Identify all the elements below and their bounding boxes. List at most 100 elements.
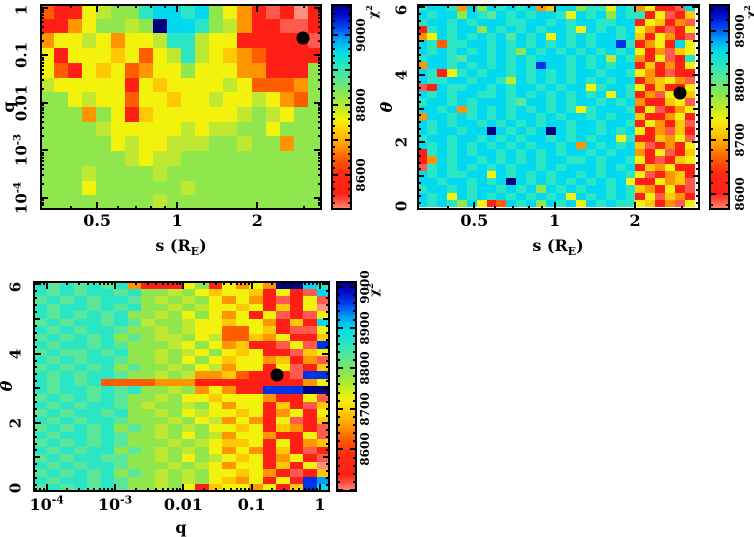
heatmap-cell: [675, 112, 686, 120]
heatmap-cell: [546, 69, 556, 77]
heatmap-cell: [476, 11, 487, 19]
heatmap-cell: [675, 120, 686, 128]
heatmap-cell: [110, 48, 125, 63]
tick-mark: [202, 488, 205, 492]
tick-mark: [541, 206, 544, 210]
heatmap-cell: [536, 25, 547, 33]
tick-mark: [291, 488, 294, 492]
heatmap-cell: [237, 77, 252, 93]
tick-mark: [40, 58, 44, 61]
heatmap-cell: [655, 112, 666, 120]
heatmap-cell: [46, 394, 60, 402]
heatmap-cell: [222, 454, 236, 462]
heatmap-cell: [141, 439, 155, 447]
heatmap-cell: [33, 401, 47, 410]
tick-mark: [33, 428, 37, 431]
heatmap-cell: [516, 11, 527, 19]
heatmap-cell: [289, 281, 303, 289]
heatmap-cell: [208, 439, 222, 447]
heatmap-cell: [127, 401, 141, 410]
tick-mark: [326, 297, 330, 300]
heatmap-cell: [316, 303, 330, 312]
heatmap-cell: [316, 318, 330, 327]
heatmap-cell: [87, 461, 101, 470]
heatmap-cell: [262, 401, 276, 410]
heatmap-cell: [426, 178, 437, 186]
heatmap-cell: [249, 386, 263, 395]
heatmap-cell: [635, 91, 646, 99]
tick-mark: [40, 204, 44, 207]
tick-mark: [726, 116, 730, 119]
heatmap-cell: [316, 439, 330, 447]
tick-mark: [70, 4, 73, 8]
heatmap-cell: [152, 77, 167, 93]
heatmap-cell: [265, 33, 280, 49]
panel-theta-vs-s-colorbar-tick-label: 8600: [733, 177, 747, 211]
heatmap-cell: [303, 311, 317, 319]
tick-mark: [696, 26, 700, 29]
tick-mark: [40, 25, 44, 28]
heatmap-cell: [100, 394, 114, 402]
heatmap-cell: [265, 165, 280, 181]
tick-mark: [323, 456, 330, 459]
tick-mark: [417, 148, 421, 151]
heatmap-cell: [466, 54, 477, 62]
heatmap-cell: [417, 199, 427, 207]
heatmap-cell: [249, 296, 263, 304]
heatmap-cell: [181, 484, 195, 492]
heatmap-cell: [46, 401, 60, 410]
tick-mark: [350, 488, 357, 491]
tick-mark: [318, 204, 322, 207]
heatmap-cell: [152, 33, 167, 49]
heatmap-cell: [685, 134, 695, 142]
tick-mark: [40, 174, 44, 177]
tick-mark: [33, 449, 37, 452]
tick-mark: [176, 202, 179, 210]
tick-mark: [353, 342, 357, 345]
heatmap-cell: [575, 170, 586, 178]
heatmap-cell: [556, 141, 566, 149]
heatmap-cell: [665, 62, 676, 70]
panel-theta-vs-q-colorbar-tick-label: 8600: [358, 432, 372, 467]
heatmap-cell: [456, 98, 467, 106]
heatmap-cell: [526, 120, 537, 128]
heatmap-cell: [466, 141, 477, 149]
tick-mark: [696, 202, 700, 205]
heatmap-cell: [152, 151, 167, 166]
heatmap-cell: [516, 192, 527, 200]
heatmap-cell: [195, 107, 210, 122]
heatmap-cell: [168, 296, 182, 304]
heatmap-cell: [249, 303, 263, 312]
tick-mark: [117, 4, 120, 8]
heatmap-cell: [456, 170, 467, 178]
heatmap-cell: [426, 83, 437, 91]
heatmap-cell: [235, 439, 249, 447]
tick-mark: [726, 203, 730, 206]
heatmap-cell: [536, 170, 547, 178]
heatmap-cell: [96, 18, 111, 34]
heatmap-cell: [33, 326, 47, 334]
heatmap-cell: [486, 127, 497, 135]
heatmap-cell: [33, 296, 47, 304]
heatmap-cell: [114, 363, 128, 372]
heatmap-cell: [127, 446, 141, 455]
heatmap-cell: [635, 120, 646, 128]
heatmap-cell: [565, 134, 576, 142]
heatmap-cell: [195, 356, 209, 364]
heatmap-cell: [526, 192, 537, 200]
heatmap-cell: [446, 4, 457, 12]
tick-mark: [45, 281, 48, 289]
heatmap-cell: [276, 469, 290, 477]
tick-mark: [336, 464, 340, 467]
heatmap-cell: [100, 371, 114, 379]
heatmap-cell: [426, 76, 437, 84]
heatmap-cell: [546, 141, 556, 149]
heatmap-cell: [222, 303, 236, 312]
heatmap-cell: [114, 416, 128, 425]
heatmap-cell: [235, 311, 249, 319]
heatmap-cell: [110, 92, 125, 107]
tick-mark: [353, 440, 357, 443]
heatmap-cell: [276, 296, 290, 304]
heatmap-cell: [565, 149, 576, 157]
heatmap-cell: [685, 98, 695, 106]
